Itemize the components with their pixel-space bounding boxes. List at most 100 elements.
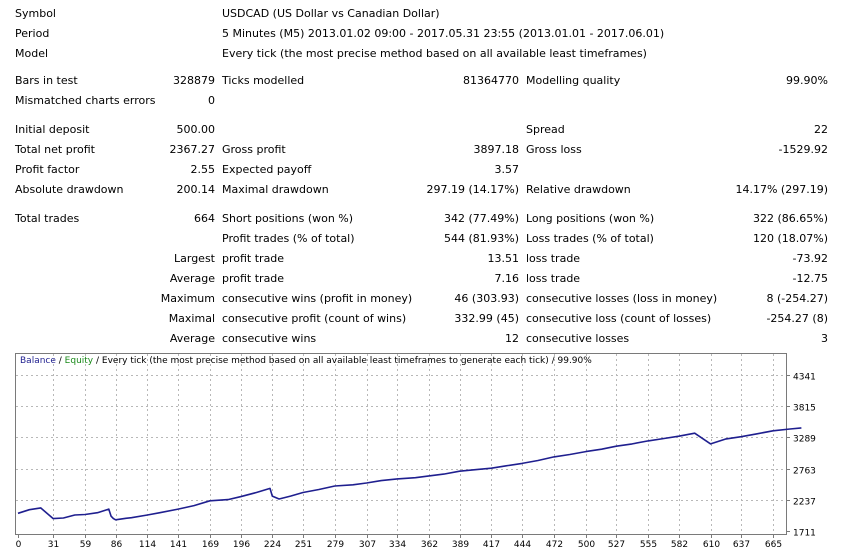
largest-loss-label: loss trade [526, 252, 581, 265]
x-tick-label: 31 [48, 540, 59, 548]
average-consecutive-label: Average [169, 332, 215, 345]
period-label: Period [15, 27, 50, 40]
average-label: Average [169, 272, 215, 285]
largest-profit-value: 13.51 [487, 252, 520, 265]
model-value: Every tick (the most precise method base… [222, 47, 647, 60]
x-tick-label: 637 [733, 540, 750, 548]
absolute-drawdown-value: 200.14 [176, 183, 216, 196]
gross-profit-label: Gross profit [222, 143, 286, 156]
average-profit-label: profit trade [222, 272, 285, 285]
short-positions-label: Short positions (won %) [222, 212, 354, 225]
x-tick-label: 582 [671, 540, 688, 548]
long-positions-value: 322 (86.65%) [752, 212, 828, 225]
maximal-consecutive-profit-label: consecutive profit (count of wins) [222, 312, 407, 325]
quality-label: Modelling quality [526, 74, 621, 87]
x-tick-label: 279 [327, 540, 344, 548]
legend-description: / Every tick (the most precise method ba… [93, 356, 592, 366]
y-tick-label: 3815 [793, 404, 816, 414]
loss-trades-label: Loss trades (% of total) [526, 232, 654, 245]
average-consecutive-wins-label: consecutive wins [222, 332, 317, 345]
expected-payoff-label: Expected payoff [222, 163, 312, 176]
total-trades-label: Total trades [15, 212, 80, 225]
maximal-drawdown-label: Maximal drawdown [222, 183, 329, 196]
gross-profit-value: 3897.18 [473, 143, 520, 156]
legend-separator: / [55, 356, 65, 366]
average-consecutive-losses-value: 3 [821, 332, 828, 345]
initial-deposit-value: 500.00 [176, 123, 216, 136]
bars-label: Bars in test [15, 74, 78, 87]
maximal-drawdown-value: 297.19 (14.17%) [426, 183, 519, 196]
quality-value: 99.90% [786, 74, 828, 87]
x-tick-label: 59 [80, 540, 92, 548]
short-positions-value: 342 (77.49%) [443, 212, 519, 225]
ticks-value: 81364770 [463, 74, 519, 87]
x-tick-label: 610 [703, 540, 720, 548]
relative-drawdown-label: Relative drawdown [526, 183, 631, 196]
total-trades-value: 664 [194, 212, 215, 225]
ticks-label: Ticks modelled [222, 74, 305, 87]
x-tick-label: 169 [202, 540, 219, 548]
x-tick-label: 0 [16, 540, 22, 548]
y-tick-label: 1711 [793, 529, 816, 539]
maximal-label: Maximal [168, 312, 215, 325]
y-tick-label: 2237 [793, 498, 816, 508]
x-tick-label: 389 [452, 540, 469, 548]
average-profit-value: 7.16 [494, 272, 520, 285]
max-consecutive-wins-value: 46 (303.93) [454, 292, 519, 305]
x-tick-label: 417 [483, 540, 500, 548]
profit-factor-value: 2.55 [190, 163, 216, 176]
net-profit-value: 2367.27 [169, 143, 216, 156]
profit-trades-label: Profit trades (% of total) [222, 232, 355, 245]
gross-loss-value: -1529.92 [778, 143, 828, 156]
max-consecutive-losses-label: consecutive losses (loss in money) [526, 292, 718, 305]
largest-label: Largest [174, 252, 215, 265]
chart-legend: Balance / Equity / Every tick (the most … [20, 355, 592, 367]
balance-chart-svg: 4341 3815 3289 2763 2237 1711 0 31 59 86 114 141 169… [15, 353, 816, 548]
symbol-value: USDCAD (US Dollar vs Canadian Dollar) [222, 7, 440, 20]
symbol-label: Symbol [15, 7, 56, 20]
x-tick-label: 196 [233, 540, 250, 548]
x-tick-label: 472 [546, 540, 563, 548]
x-tick-label: 665 [765, 540, 782, 548]
max-consecutive-losses-value: 8 (-254.27) [766, 292, 828, 305]
average-consecutive-losses-label: consecutive losses [526, 332, 630, 345]
x-tick-label: 251 [295, 540, 312, 548]
spread-value: 22 [814, 123, 828, 136]
average-consecutive-wins-value: 12 [505, 332, 519, 345]
x-tick-label: 307 [359, 540, 376, 548]
average-loss-label: loss trade [526, 272, 581, 285]
x-tick-label: 224 [264, 540, 281, 548]
profit-trades-value: 544 (81.93%) [443, 232, 519, 245]
profit-factor-label: Profit factor [15, 163, 80, 176]
maximal-consecutive-profit-value: 332.99 (45) [454, 312, 519, 325]
max-consecutive-wins-label: consecutive wins (profit in money) [222, 292, 413, 305]
x-tick-label: 362 [421, 540, 438, 548]
expected-payoff-value: 3.57 [494, 163, 520, 176]
legend-balance: Balance [20, 356, 56, 366]
maximal-consecutive-loss-label: consecutive loss (count of losses) [526, 312, 712, 325]
net-profit-label: Total net profit [15, 143, 95, 156]
model-label: Model [15, 47, 49, 60]
largest-loss-value: -73.92 [792, 252, 828, 265]
y-tick-label: 2763 [793, 467, 816, 477]
mismatch-label: Mismatched charts errors [15, 94, 156, 107]
bars-value: 328879 [173, 74, 215, 87]
y-tick-label: 3289 [793, 435, 816, 445]
absolute-drawdown-label: Absolute drawdown [15, 183, 124, 196]
gross-loss-label: Gross loss [526, 143, 582, 156]
chart-frame [15, 353, 787, 535]
legend-equity: Equity [64, 356, 94, 366]
long-positions-label: Long positions (won %) [526, 212, 655, 225]
initial-deposit-label: Initial deposit [15, 123, 90, 136]
largest-profit-label: profit trade [222, 252, 285, 265]
x-tick-label: 444 [514, 540, 531, 548]
relative-drawdown-value: 14.17% (297.19) [735, 183, 828, 196]
balance-line [17, 427, 802, 521]
x-tick-label: 334 [389, 540, 406, 548]
x-tick-label: 86 [111, 540, 123, 548]
spread-label: Spread [526, 123, 565, 136]
loss-trades-value: 120 (18.07%) [752, 232, 828, 245]
average-loss-value: -12.75 [792, 272, 828, 285]
x-tick-label: 141 [170, 540, 187, 548]
maximal-consecutive-loss-value: -254.27 (8) [766, 312, 828, 325]
